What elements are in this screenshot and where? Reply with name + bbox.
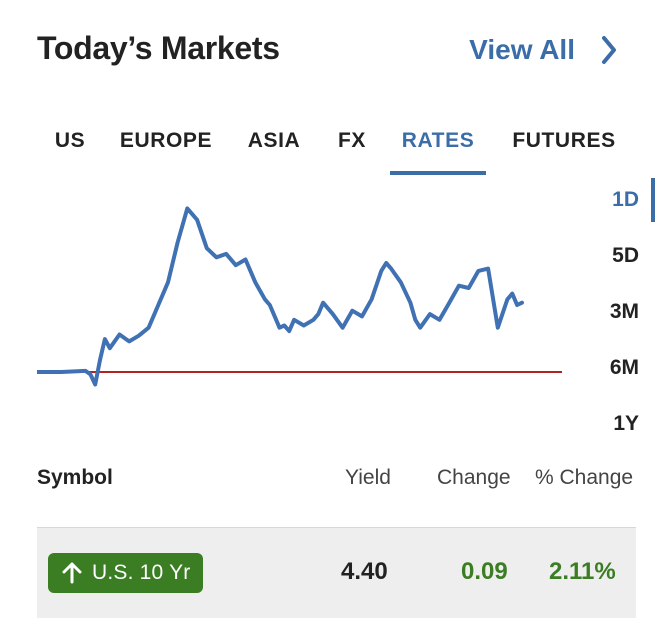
tab-europe[interactable]: EUROPE — [119, 129, 213, 152]
period-1d[interactable]: 1D — [579, 178, 655, 222]
tab-fx[interactable]: FX — [337, 129, 367, 152]
yield-series-line — [37, 206, 524, 387]
pct-change-header: % Change — [535, 466, 634, 489]
change-value: 0.09 — [461, 558, 508, 585]
chevron-right-icon — [602, 36, 616, 64]
change-header: Change — [437, 466, 511, 489]
view-all-label: View All — [469, 34, 575, 65]
market-tabs: US EUROPE ASIA FX RATES FUTURES — [37, 125, 637, 175]
table-row[interactable]: U.S. 10 Yr 4.40 0.09 2.11% — [37, 527, 636, 618]
view-all-link[interactable]: View All — [469, 34, 617, 66]
symbol-badge[interactable]: U.S. 10 Yr — [48, 553, 203, 593]
yield-header: Yield — [345, 466, 391, 489]
page-title: Today’s Markets — [37, 30, 280, 66]
tab-rates[interactable]: RATES — [390, 125, 486, 175]
markets-header: Today’s Markets View All — [37, 30, 637, 80]
intraday-line-chart — [37, 206, 562, 387]
tab-futures[interactable]: FUTURES — [512, 129, 616, 152]
tab-us[interactable]: US — [54, 129, 86, 152]
period-1y[interactable]: 1Y — [613, 412, 639, 435]
tab-asia[interactable]: ASIA — [247, 129, 301, 152]
symbol-header: Symbol — [37, 466, 113, 489]
table-header: Symbol Yield Change % Change — [37, 466, 637, 506]
pct-change-value: 2.11% — [549, 558, 616, 585]
rates-chart — [37, 180, 567, 430]
yield-value: 4.40 — [341, 558, 388, 585]
period-6m[interactable]: 6M — [609, 356, 639, 379]
period-3m[interactable]: 3M — [609, 300, 639, 323]
period-5d[interactable]: 5D — [612, 244, 639, 267]
arrow-up-icon — [62, 562, 82, 584]
symbol-label: U.S. 10 Yr — [92, 561, 191, 584]
